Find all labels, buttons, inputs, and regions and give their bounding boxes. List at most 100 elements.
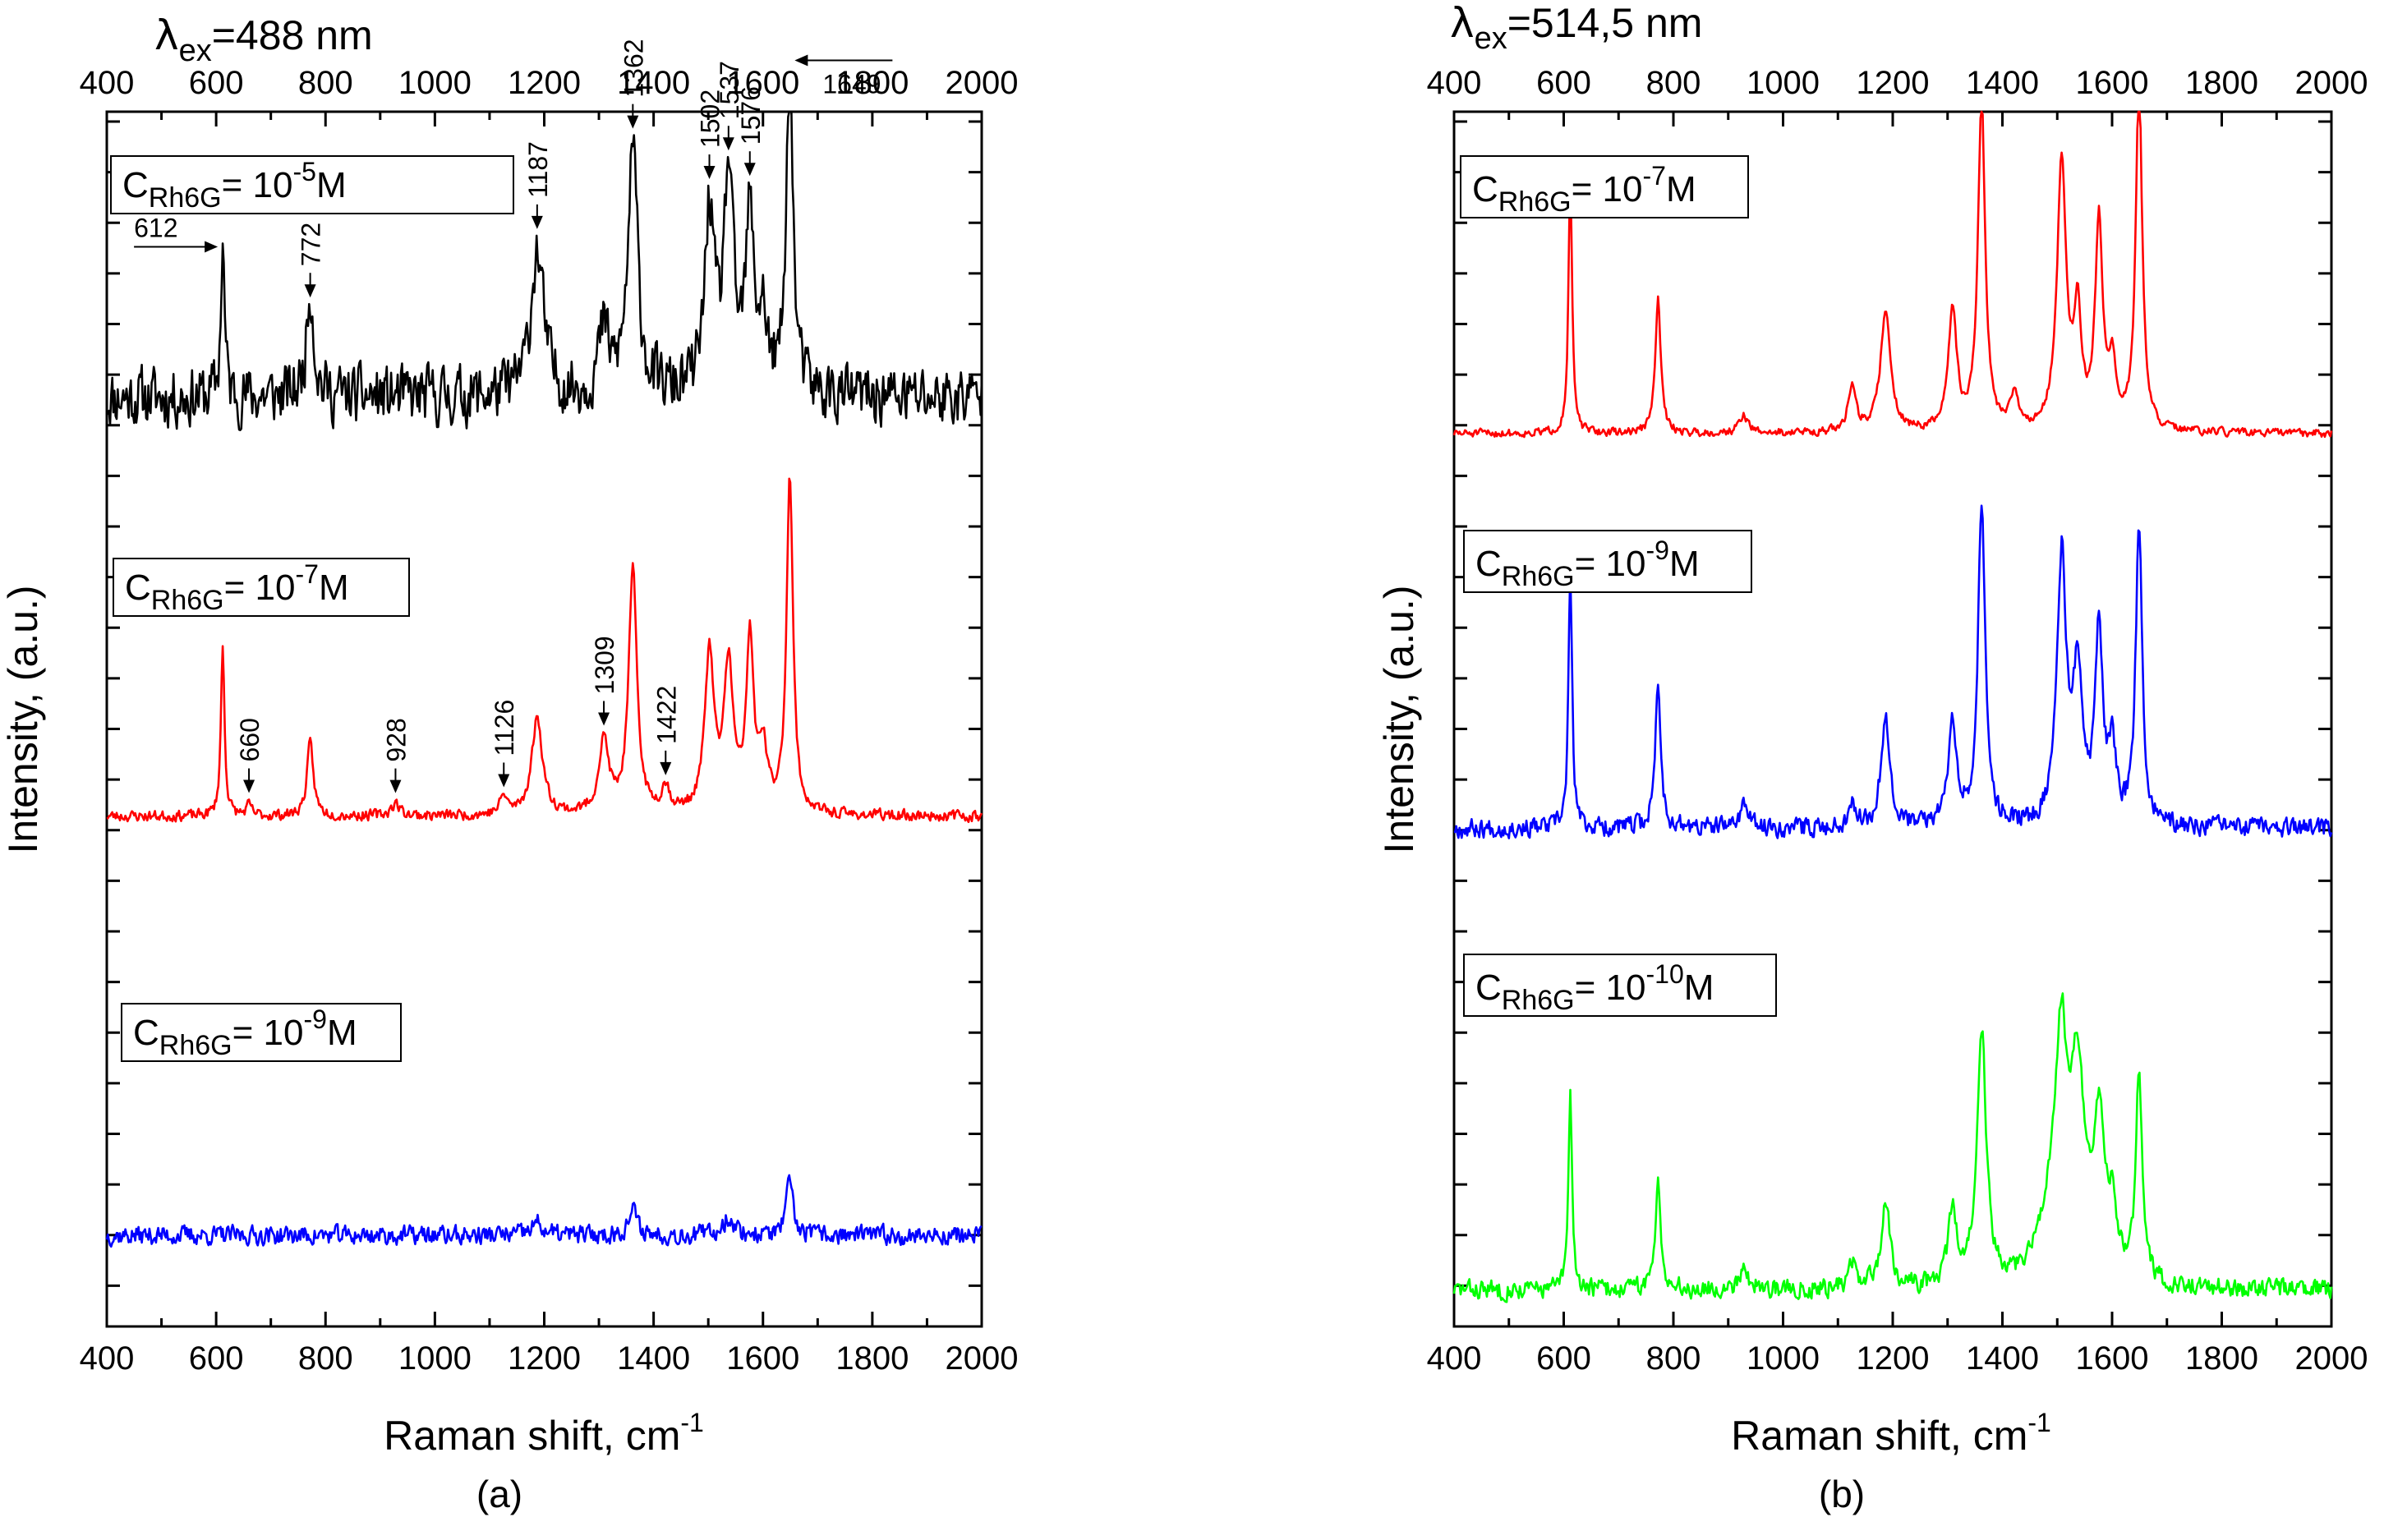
spectrum-line-2 <box>106 477 983 824</box>
x-tick-label: 1400 <box>1966 1340 2039 1377</box>
chart-panel-b: 400 400 600 600 800 800 1000 1000 1200 1200 1400 14… <box>1376 0 2368 1515</box>
x-axis-title: Raman shift, cm-1 <box>384 1408 704 1459</box>
conc-c: C <box>1475 968 1502 1008</box>
concentration-box <box>113 558 410 617</box>
concentration-label: CRh6G= 10-7M <box>1472 161 1696 218</box>
annotation-arrowhead <box>389 779 402 793</box>
concentration-box <box>1460 155 1749 218</box>
annotation-arrowhead <box>743 163 756 177</box>
conc-sub: Rh6G <box>1498 186 1572 218</box>
plot-frame <box>1452 110 2333 1328</box>
x-tick-label: 2000 <box>2295 1340 2368 1377</box>
conc-mid: = 10 <box>232 1013 304 1053</box>
concentration-box <box>121 1003 402 1062</box>
peak-annotation: 1309 <box>590 636 619 694</box>
y-axis-title: Intensity, (a.u.) <box>1376 586 1422 854</box>
annotation-arrowhead <box>205 241 219 253</box>
x-axis-title-sup: -1 <box>2027 1408 2050 1437</box>
conc-sub: Rh6G <box>149 182 222 214</box>
x-tick-label: 800 <box>1646 1340 1701 1377</box>
x-tick-label: 1800 <box>835 1340 909 1377</box>
x-tick-label-top: 1800 <box>2185 65 2258 101</box>
x-tick-label: 600 <box>1536 1340 1591 1377</box>
x-tick-label-top: 1600 <box>726 65 799 101</box>
conc-sup: -9 <box>1645 536 1668 565</box>
conc-mid: = 10 <box>222 165 293 205</box>
conc-mid: = 10 <box>1575 544 1646 584</box>
x-tick-label-top: 1000 <box>398 65 472 101</box>
conc-c: C <box>1472 169 1498 209</box>
lambda-sub: ex <box>179 34 212 68</box>
peak-annotation: 1537 <box>715 61 744 119</box>
x-tick-label-top: 1600 <box>2076 65 2149 101</box>
conc-unit: M <box>316 165 347 205</box>
annotation-arrowhead <box>660 761 672 775</box>
conc-sub: Rh6G <box>1502 985 1575 1016</box>
peak-annotation: 1576 <box>736 86 766 145</box>
lambda-value: =488 nm <box>212 12 373 58</box>
annotation-arrowhead <box>598 712 610 726</box>
concentration-label: CRh6G= 10-9M <box>1475 536 1700 592</box>
concentration-label: CRh6G= 10-5M <box>122 157 347 214</box>
x-tick-label-top: 400 <box>1427 65 1482 101</box>
x-axis-title-sup: -1 <box>680 1408 703 1437</box>
conc-c: C <box>125 568 151 608</box>
x-tick-label-top: 800 <box>298 65 353 101</box>
annotation-arrowhead <box>703 166 716 180</box>
x-tick-label: 1400 <box>617 1340 690 1377</box>
conc-sup: -7 <box>295 559 318 589</box>
conc-sub: Rh6G <box>1502 561 1575 592</box>
peak-annotation: 660 <box>235 718 265 761</box>
panel-label: (b) <box>1819 1473 1865 1515</box>
annotation-arrowhead <box>794 54 808 67</box>
peak-annotation: 772 <box>297 223 326 266</box>
concentration-label: CRh6G= 10-7M <box>125 559 349 616</box>
lambda-value: =514,5 nm <box>1507 0 1703 46</box>
x-tick-label: 1000 <box>1747 1340 1820 1377</box>
conc-sub: Rh6G <box>151 585 224 616</box>
x-tick-label: 1200 <box>508 1340 581 1377</box>
lambda-symbol: λ <box>154 11 179 59</box>
conc-c: C <box>1475 544 1502 584</box>
x-tick-label-top: 1800 <box>835 65 909 101</box>
conc-unit: M <box>1684 968 1714 1008</box>
conc-sup: -5 <box>292 157 315 186</box>
spectrum-line-3 <box>105 1174 983 1248</box>
conc-unit: M <box>1666 169 1696 209</box>
conc-sup: -10 <box>1645 959 1683 989</box>
excitation-label: λex=488 nm <box>154 11 373 68</box>
x-tick-label-top: 1400 <box>617 65 690 101</box>
x-tick-label: 800 <box>298 1340 353 1377</box>
conc-c: C <box>133 1013 159 1053</box>
peak-annotation: 928 <box>381 718 411 761</box>
conc-sup: -7 <box>1642 161 1665 191</box>
x-tick-label-top: 1400 <box>1966 65 2039 101</box>
excitation-label: λex=514,5 nm <box>1450 0 1702 56</box>
x-tick-label-top: 800 <box>1646 65 1701 101</box>
x-tick-label: 1000 <box>398 1340 472 1377</box>
peak-annotation: 1649 <box>822 70 881 99</box>
x-tick-label: 600 <box>189 1340 244 1377</box>
conc-unit: M <box>327 1013 357 1053</box>
spectrum-line-1 <box>1452 110 2333 439</box>
conc-mid: = 10 <box>1575 968 1646 1008</box>
annotation-arrowhead <box>304 284 316 298</box>
x-tick-label-top: 1200 <box>1857 65 1930 101</box>
concentration-box <box>110 155 514 214</box>
concentration-label: CRh6G= 10-10M <box>1475 959 1714 1016</box>
chart-panel-a: 400 400 600 600 800 800 1000 1000 1200 1200 1400 14… <box>0 11 1018 1515</box>
annotation-arrowhead <box>627 115 639 129</box>
x-tick-label-top: 400 <box>80 65 135 101</box>
x-axis-title: Raman shift, cm-1 <box>1731 1408 2051 1459</box>
x-tick-label: 2000 <box>946 1340 1019 1377</box>
x-tick-label-top: 2000 <box>946 65 1019 101</box>
x-tick-label: 1600 <box>2076 1340 2149 1377</box>
conc-c: C <box>122 165 149 205</box>
x-tick-label: 400 <box>80 1340 135 1377</box>
spectrum-line-1 <box>105 110 983 431</box>
annotation-arrowhead <box>531 215 543 229</box>
x-axis-title-text: Raman shift, cm <box>384 1413 680 1459</box>
peak-annotation: 612 <box>134 213 177 242</box>
conc-sub: Rh6G <box>159 1030 232 1061</box>
